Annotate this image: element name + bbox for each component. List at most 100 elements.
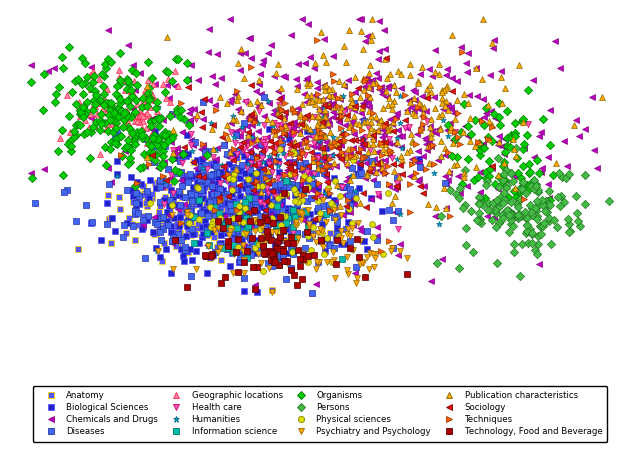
Point [489,214,499,221]
Point [316,193,326,201]
Point [198,168,208,175]
Point [288,140,298,147]
Point [412,130,422,138]
Point [323,116,333,124]
Point [510,133,520,140]
Point [250,184,260,191]
Point [338,92,348,100]
Point [313,182,323,190]
Point [537,164,547,172]
Point [245,116,255,124]
Point [463,123,474,130]
Point [267,262,277,269]
Point [230,185,241,193]
Point [275,110,285,117]
Point [328,113,339,121]
Point [255,186,265,193]
Point [422,146,433,154]
Point [213,248,223,256]
Point [253,80,264,88]
Point [270,259,280,266]
Point [221,152,231,159]
Point [266,237,276,244]
Point [185,212,195,219]
Point [405,173,415,180]
Point [245,234,255,241]
Point [406,103,416,111]
Point [383,162,393,170]
Point [280,121,291,129]
Point [344,163,354,170]
Point [249,114,259,121]
Point [125,87,136,94]
Point [479,121,489,129]
Point [245,183,255,191]
Point [174,168,184,175]
Point [80,59,90,66]
Point [141,187,152,195]
Point [318,166,328,174]
Point [148,132,159,139]
Point [120,147,130,154]
Point [273,109,284,116]
Point [255,187,265,194]
Point [343,270,353,277]
Point [120,109,130,116]
Point [207,182,217,189]
Point [278,121,288,128]
Point [157,184,167,191]
Point [262,194,272,201]
Point [319,144,330,151]
Point [170,166,180,173]
Point [72,75,83,82]
Point [39,166,49,173]
Point [312,85,323,92]
Point [285,166,295,173]
Point [340,150,351,158]
Point [463,133,473,140]
Point [276,85,286,92]
Point [356,154,367,162]
Point [182,59,192,66]
Point [221,226,232,233]
Point [212,227,222,234]
Point [328,133,338,141]
Point [141,103,152,110]
Point [442,82,452,89]
Point [321,81,331,89]
Point [250,286,260,293]
Point [308,232,318,240]
Point [218,162,228,170]
Point [362,148,372,156]
Point [146,131,156,139]
Point [315,236,325,244]
Point [109,110,119,117]
Point [487,40,497,47]
Point [335,150,345,158]
Point [226,208,236,216]
Point [237,161,247,169]
Point [209,170,220,178]
Point [241,138,252,145]
Point [196,146,206,153]
Point [311,133,321,140]
Point [378,169,388,177]
Point [384,139,394,146]
Point [113,193,124,201]
Point [259,112,269,120]
Point [237,212,248,219]
Point [81,129,92,136]
Point [372,223,382,231]
Point [277,247,287,255]
Point [71,101,81,108]
Point [461,225,471,232]
Point [235,174,245,181]
Point [404,123,414,130]
Point [252,289,262,296]
Point [185,215,195,223]
Point [360,237,370,245]
Point [252,170,262,177]
Point [246,223,257,231]
Point [103,100,113,107]
Point [258,267,268,274]
